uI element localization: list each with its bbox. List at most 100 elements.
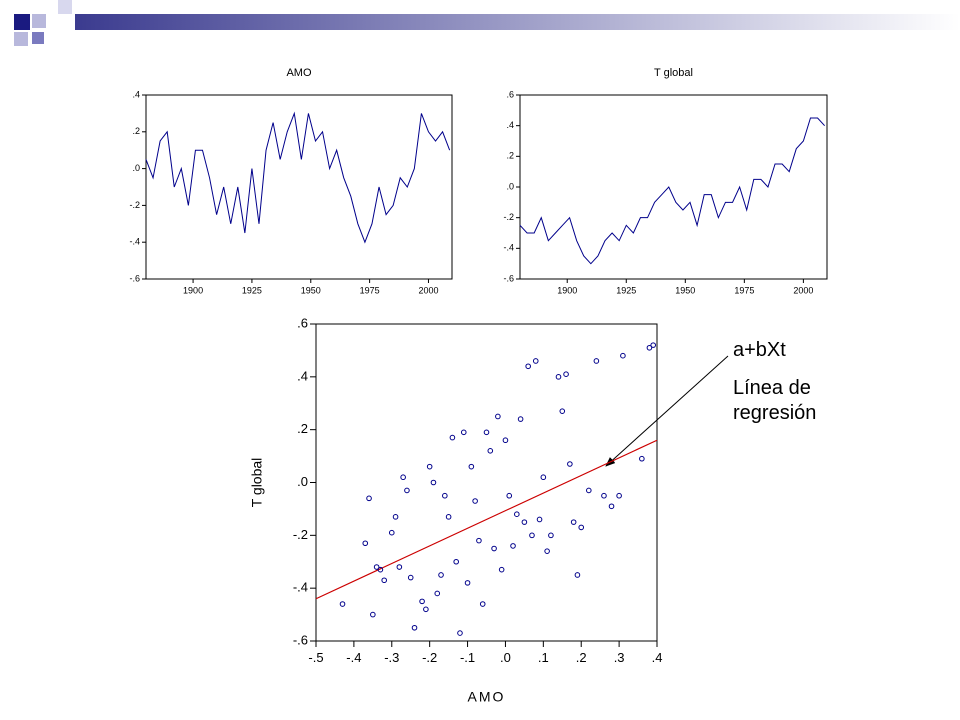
y-tick-label: -.4 (129, 237, 140, 247)
scatter-point (404, 487, 410, 494)
deco-square (14, 32, 28, 46)
y-tick-label: -.6 (129, 273, 140, 283)
x-tick-label: -.1 (460, 650, 475, 665)
y-tick-label: -.4 (293, 580, 308, 595)
plot-frame (519, 94, 828, 280)
x-tick-label: 2000 (793, 285, 813, 295)
scatter-point (483, 429, 490, 436)
scatter-point (529, 532, 535, 539)
scatter-point (479, 601, 486, 607)
y-tick-label: -.2 (293, 527, 308, 542)
scatter-point (563, 371, 569, 377)
scatter-point (442, 492, 448, 499)
x-tick-label: -.3 (384, 650, 399, 665)
scatter-point (430, 479, 437, 486)
scatter-point (506, 492, 513, 499)
deco-square (32, 32, 44, 44)
x-tick-label: .4 (652, 650, 663, 665)
scatter-point (544, 548, 550, 554)
scatter-point (468, 463, 475, 470)
annotation-formula: a+bXt (733, 339, 786, 361)
scatter-point (400, 474, 406, 481)
y-tick-label: .6 (506, 89, 514, 99)
scatter-point (362, 540, 369, 547)
scatter-point (419, 598, 425, 605)
scatter-point (620, 352, 626, 359)
deco-square (58, 0, 72, 14)
scatter-point (574, 572, 581, 578)
scatter-point (472, 498, 478, 504)
scatter-point (502, 437, 509, 444)
y-tick-label: .4 (297, 368, 308, 383)
y-tick-label: -.6 (293, 632, 308, 647)
scatter-point (476, 537, 482, 544)
scatter-point (517, 416, 524, 422)
scatter-point (559, 408, 566, 414)
scatter-point (381, 577, 388, 584)
scatter-point (646, 344, 653, 351)
series-line (145, 111, 451, 244)
scatter-point (460, 429, 467, 436)
scatter-point (532, 358, 539, 364)
scatter-point (495, 413, 501, 420)
deco-square (32, 14, 46, 28)
deco-bar (75, 14, 960, 30)
scatter-point (388, 529, 395, 536)
scatter-point (498, 566, 505, 573)
y-tick-label: -.2 (129, 200, 140, 210)
scatter-point (438, 572, 444, 578)
x-tick-label: -.4 (346, 650, 361, 665)
y-tick-label: .0 (506, 181, 514, 191)
scatter-point (586, 487, 592, 494)
y-tick-label: .0 (297, 474, 308, 489)
scatter-point (407, 574, 414, 581)
annotation-label: Línea de regresión (733, 377, 817, 424)
y-axis-label: T global (249, 458, 265, 508)
x-axis-label: AMO (468, 689, 506, 705)
x-tick-label: .0 (500, 650, 511, 665)
chart-title: AMO (286, 67, 312, 79)
scatter-point (491, 545, 497, 552)
series-line (519, 117, 826, 265)
scatter-point (366, 495, 372, 502)
scatter-point (339, 601, 346, 607)
scatter-point (426, 463, 433, 470)
scatter-point (525, 363, 531, 370)
scatter-point (445, 514, 452, 520)
scatter-point (392, 514, 399, 520)
x-tick-label: 1975 (360, 285, 380, 295)
scatter-point (411, 624, 418, 631)
scatter-point (567, 461, 573, 467)
scatter-point (373, 564, 380, 570)
y-tick-label: .0 (132, 163, 140, 173)
y-tick-label: .2 (132, 126, 140, 136)
scatter-point (601, 492, 607, 499)
chart-title: T global (654, 67, 693, 79)
x-tick-label: .2 (576, 650, 587, 665)
x-tick-label: 1975 (734, 285, 754, 295)
y-tick-label: .4 (132, 89, 140, 99)
scatter-point (570, 519, 577, 525)
y-tick-label: -.4 (503, 243, 514, 253)
x-tick-label: 1925 (242, 285, 262, 295)
scatter-point (650, 342, 657, 348)
scatter-point (464, 580, 471, 586)
scatter-point (510, 543, 516, 549)
scatter-point (457, 630, 463, 636)
regression-line (315, 439, 658, 600)
x-tick-label: .1 (538, 650, 549, 665)
scatter-point (593, 358, 600, 364)
scatter-point (578, 524, 585, 531)
scatter-point (616, 492, 622, 499)
scatter-point (536, 516, 543, 523)
x-tick-label: 1900 (557, 285, 577, 295)
y-tick-label: .2 (297, 421, 308, 436)
scatter-point (434, 590, 441, 597)
plot-frame (315, 323, 658, 642)
x-tick-label: -.2 (422, 650, 437, 665)
scatter-point (449, 434, 456, 441)
scatter-point (608, 503, 615, 510)
scatter-point (370, 611, 376, 618)
